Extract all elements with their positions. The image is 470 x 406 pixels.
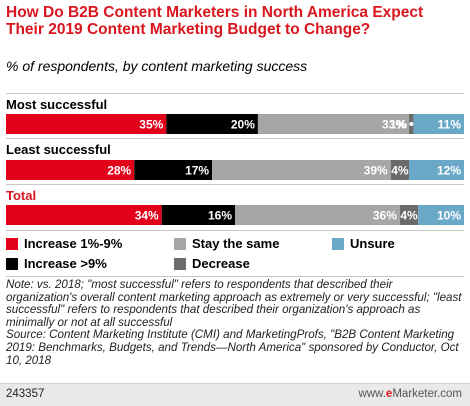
data-label: 28% xyxy=(107,164,131,178)
bar-segment-increase-9 xyxy=(161,205,235,225)
data-label: 34% xyxy=(135,209,159,223)
bar-row-total: 34% 16% 36% 4% 10% xyxy=(6,205,464,225)
brand-e: e xyxy=(385,388,393,400)
bar-segment-unsure xyxy=(409,160,464,180)
data-label: 33% xyxy=(382,118,406,132)
legend-label: Unsure xyxy=(350,236,395,251)
legend-item-stay-the-same: Stay the same xyxy=(174,236,279,251)
stacked-bar-most-successful: 35% 20% 33%1% 11% xyxy=(6,114,464,134)
data-label: 17% xyxy=(185,164,209,178)
legend-item-increase-over-9: Increase >9% xyxy=(6,256,107,271)
legend-label: Stay the same xyxy=(192,236,280,251)
bar-row-most-successful: 35% 20% 33% 1% 11% xyxy=(6,114,464,134)
bar-row-least-successful: 28% 17% 39% 4% 12% xyxy=(6,160,464,180)
brand-rest: Marketer.com xyxy=(392,388,462,400)
bar-segment-stay-the-same xyxy=(235,205,400,225)
segment-marker xyxy=(409,122,414,126)
group-label-total: Total xyxy=(6,188,37,203)
group-label-least-successful: Least successful xyxy=(6,142,111,157)
legend-label: Increase 1%-9% xyxy=(24,236,123,251)
data-label: 35% xyxy=(139,118,163,132)
divider xyxy=(6,184,464,185)
chart-id: 243357 xyxy=(6,388,45,400)
note-text: Note: vs. 2018; "most successful" refers… xyxy=(6,278,462,329)
stacked-bar-least-successful: 28% 17% 39% 4% 12% xyxy=(6,160,464,180)
bar-segment-increase-1-9 xyxy=(6,205,162,225)
legend-label: Decrease xyxy=(192,256,250,271)
bar-segment-decrease xyxy=(399,205,419,225)
bar-segment-unsure xyxy=(418,205,464,225)
group-label-most-successful: Most successful xyxy=(6,97,108,112)
data-label: 39% xyxy=(364,164,388,178)
brand-link[interactable]: www.eMarketer.com xyxy=(358,388,462,400)
chart-subtitle: % of respondents, by content marketing s… xyxy=(6,58,308,74)
bar-segment-unsure xyxy=(413,114,464,134)
divider xyxy=(6,230,464,231)
footer: 243357 www.eMarketer.com xyxy=(0,383,470,406)
data-label: 16% xyxy=(208,209,232,223)
source-text: Source: Content Marketing Institute (CMI… xyxy=(6,328,459,367)
data-label: 4% xyxy=(391,164,409,178)
chart-title: How Do B2B Content Marketers in North Am… xyxy=(6,4,424,38)
data-label: 4% xyxy=(400,209,418,223)
bar-segment-increase-1-9 xyxy=(6,160,135,180)
legend-swatch xyxy=(332,237,344,250)
stacked-bar-total: 34% 16% 36% 4% 10% xyxy=(6,205,464,225)
data-label: 12% xyxy=(437,164,461,178)
legend-item-decrease: Decrease xyxy=(174,256,250,271)
data-label: 36% xyxy=(373,209,397,223)
legend-item-unsure: Unsure xyxy=(332,236,395,251)
brand-prefix: www. xyxy=(358,388,386,400)
divider xyxy=(6,93,464,94)
divider xyxy=(6,138,464,139)
data-label: 1% xyxy=(390,118,408,132)
legend-swatch xyxy=(6,237,18,250)
legend-swatch xyxy=(6,257,18,270)
legend-swatch xyxy=(174,237,186,250)
bar-segment-increase-1-9 xyxy=(6,114,167,134)
legend-swatch xyxy=(174,257,186,270)
bar-segment-stay-the-same xyxy=(257,114,410,134)
bar-segment-decrease xyxy=(390,160,410,180)
bar-segment-stay-the-same xyxy=(212,160,391,180)
data-label: 20% xyxy=(231,118,255,132)
bar-segment-increase-9 xyxy=(166,114,258,134)
bar-segment-increase-9 xyxy=(134,160,213,180)
legend-item-increase-1-9: Increase 1%-9% xyxy=(6,236,122,251)
divider xyxy=(6,276,464,277)
data-label: 11% xyxy=(438,118,462,132)
legend: Increase 1%-9% Increase >9% Stay the sam… xyxy=(6,236,464,276)
notes: Note: vs. 2018; "most successful" refers… xyxy=(6,278,466,367)
data-label: 10% xyxy=(437,209,461,223)
legend-label: Increase >9% xyxy=(24,256,107,271)
